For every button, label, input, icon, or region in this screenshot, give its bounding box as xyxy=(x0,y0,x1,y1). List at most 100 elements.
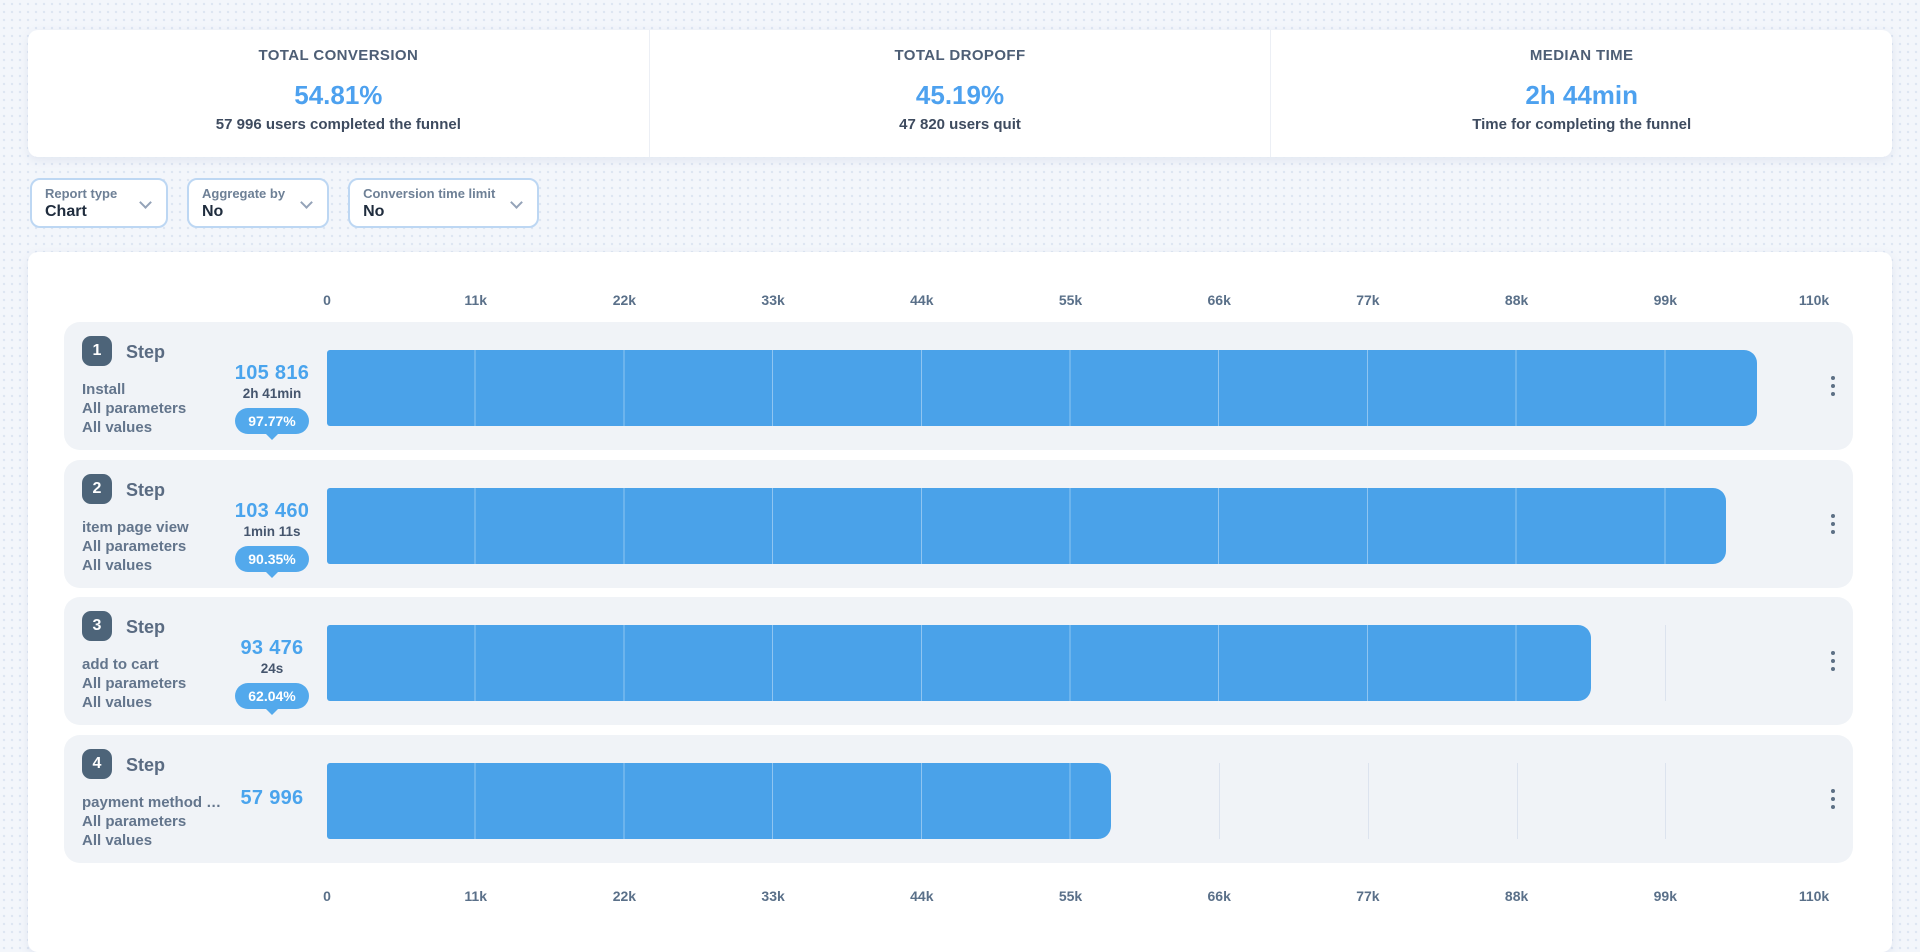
stat-caption: Time for completing the funnel xyxy=(1472,116,1692,133)
filter-label: Report type xyxy=(45,186,118,201)
chevron-down-icon xyxy=(139,196,152,209)
funnel-bar[interactable] xyxy=(327,488,1726,564)
stat-median-time: MEDIAN TIME 2h 44min Time for completing… xyxy=(1270,30,1892,157)
filter-label: Conversion time limit xyxy=(363,186,496,201)
step-users-count: 105 816 xyxy=(234,362,310,384)
step-event-name: item page view xyxy=(82,519,189,536)
funnel-step-row: 4 Step payment method … All parameters A… xyxy=(64,735,1853,863)
gridline xyxy=(1516,763,1518,839)
step-parameters: All parameters xyxy=(82,538,187,555)
kebab-menu-button[interactable] xyxy=(1822,777,1844,821)
step-parameters: All parameters xyxy=(82,400,187,417)
filters-bar: Report type Chart Aggregate by No Conver… xyxy=(30,178,540,228)
filter-selected-value: Chart xyxy=(45,203,87,220)
step-parameters: All parameters xyxy=(82,813,187,830)
step-number-badge: 4 xyxy=(82,749,112,779)
funnel-bar[interactable] xyxy=(327,763,1111,839)
step-median-time: 2h 41min xyxy=(242,386,302,401)
axis-tick-label: 55k xyxy=(1058,292,1083,308)
axis-tick-label: 44k xyxy=(910,888,934,904)
top-axis: 0 11k 22k 33k 44k 55k 66k 77k 88k 99k 11… xyxy=(323,292,1829,310)
step-event-name: add to cart xyxy=(82,656,159,673)
stat-title: MEDIAN TIME xyxy=(1529,47,1634,64)
step-chart-area xyxy=(327,350,1814,426)
axis-tick-label: 11k xyxy=(464,888,487,904)
axis-tick-label: 99k xyxy=(1653,888,1677,904)
axis-tick-label: 55k xyxy=(1058,888,1083,904)
funnel-step-row: 3 Step add to cart All parameters All va… xyxy=(64,597,1853,725)
axis-tick-label: 110k xyxy=(1798,292,1830,308)
step-median-time: 24s xyxy=(260,661,284,676)
step-label: Step xyxy=(126,617,166,637)
kebab-menu-button[interactable] xyxy=(1822,502,1844,546)
stat-value: 2h 44min xyxy=(1525,80,1639,110)
report-type-dropdown[interactable]: Report type Chart xyxy=(30,178,168,228)
funnel-bar[interactable] xyxy=(327,350,1758,426)
funnel-step-row: 2 Step item page view All parameters All… xyxy=(64,460,1853,588)
axis-tick-label: 22k xyxy=(612,888,637,904)
step-chart-area xyxy=(327,763,1814,839)
stat-title: TOTAL CONVERSION xyxy=(258,47,419,64)
axis-tick-label: 88k xyxy=(1504,888,1529,904)
step-number-badge: 2 xyxy=(82,474,112,504)
stat-caption: 47 820 users quit xyxy=(899,116,1021,133)
step-conversion-badge: 97.77% xyxy=(235,408,309,434)
step-users-count: 93 476 xyxy=(240,637,304,659)
step-values: All values xyxy=(82,832,153,849)
axis-tick-label: 0 xyxy=(323,292,331,308)
funnel-bar[interactable] xyxy=(327,625,1591,701)
funnel-summary-card: TOTAL CONVERSION 54.81% 57 996 users com… xyxy=(28,30,1892,157)
axis-tick-label: 11k xyxy=(464,292,487,308)
step-conversion-badge: 62.04% xyxy=(235,683,309,709)
chevron-down-icon xyxy=(300,196,313,209)
axis-tick-label: 22k xyxy=(612,292,637,308)
filter-selected-value: No xyxy=(363,203,385,220)
gridline xyxy=(1665,625,1667,701)
axis-tick-label: 33k xyxy=(761,888,785,904)
step-number-badge: 3 xyxy=(82,611,112,641)
funnel-chart-panel: 0 11k 22k 33k 44k 55k 66k 77k 88k 99k 11… xyxy=(28,252,1892,952)
filter-label: Aggregate by xyxy=(202,186,286,201)
stat-title: TOTAL DROPOFF xyxy=(894,47,1026,64)
step-chart-area xyxy=(327,625,1814,701)
axis-tick-label: 110k xyxy=(1798,888,1830,904)
step-parameters: All parameters xyxy=(82,675,187,692)
axis-tick-label: 66k xyxy=(1207,292,1231,308)
axis-tick-label: 77k xyxy=(1356,888,1380,904)
stat-value: 45.19% xyxy=(915,80,1005,110)
step-event-name: Install xyxy=(82,381,126,398)
bottom-axis: 0 11k 22k 33k 44k 55k 66k 77k 88k 99k 11… xyxy=(323,888,1829,906)
funnel-step-row: 1 Step Install All parameters All values… xyxy=(64,322,1853,450)
axis-tick-label: 66k xyxy=(1207,888,1231,904)
kebab-menu-button[interactable] xyxy=(1822,364,1844,408)
axis-tick-label: 0 xyxy=(323,888,331,904)
step-conversion-badge: 90.35% xyxy=(235,546,309,572)
step-values: All values xyxy=(82,557,153,574)
step-median-time: 1min 11s xyxy=(243,524,301,539)
axis-tick-label: 88k xyxy=(1504,292,1529,308)
gridline xyxy=(1219,763,1221,839)
step-users-count: 103 460 xyxy=(234,500,310,522)
kebab-menu-button[interactable] xyxy=(1822,639,1844,683)
step-event-name: payment method … xyxy=(82,794,222,811)
step-label: Step xyxy=(126,480,166,500)
conversion-time-limit-dropdown[interactable]: Conversion time limit No xyxy=(348,178,540,228)
step-chart-area xyxy=(327,488,1814,564)
stat-total-dropoff: TOTAL DROPOFF 45.19% 47 820 users quit xyxy=(648,30,1271,157)
step-number-badge: 1 xyxy=(82,336,112,366)
step-label: Step xyxy=(126,342,166,362)
aggregate-by-dropdown[interactable]: Aggregate by No xyxy=(187,178,330,228)
gridline xyxy=(1367,763,1369,839)
chevron-down-icon xyxy=(510,196,524,209)
stat-value: 54.81% xyxy=(294,80,383,110)
step-values: All values xyxy=(82,694,153,711)
stat-total-conversion: TOTAL CONVERSION 54.81% 57 996 users com… xyxy=(28,30,649,157)
stat-caption: 57 996 users completed the funnel xyxy=(215,116,461,133)
axis-tick-label: 33k xyxy=(761,292,785,308)
axis-tick-label: 77k xyxy=(1356,292,1380,308)
step-values: All values xyxy=(82,419,153,436)
step-label: Step xyxy=(126,755,166,775)
filter-selected-value: No xyxy=(202,203,224,220)
gridline xyxy=(1665,763,1667,839)
axis-tick-label: 44k xyxy=(910,292,934,308)
